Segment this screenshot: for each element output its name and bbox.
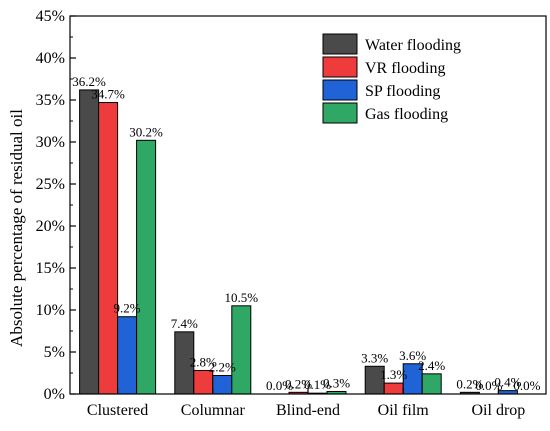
legend: Water flooding VR flooding SP flooding Gas … <box>322 33 461 124</box>
bar <box>117 316 138 395</box>
x-tick-label: Columnar <box>181 402 246 419</box>
x-tick-label: Oil film <box>378 402 430 419</box>
y-tick-label: 20% <box>36 218 65 235</box>
legend-swatch <box>322 56 358 78</box>
x-tick-label: Blind-end <box>276 402 340 419</box>
y-tick-label: 30% <box>36 134 65 151</box>
bar <box>383 382 404 395</box>
bar <box>79 89 100 395</box>
data-label: 0.0% <box>513 378 540 393</box>
data-label: 7.4% <box>171 316 198 331</box>
data-label: 0.2% <box>456 376 483 391</box>
bar <box>136 139 157 395</box>
legend-swatch <box>322 102 358 124</box>
bar <box>98 102 119 395</box>
data-label: 0.2% <box>285 376 312 391</box>
legend-swatch <box>322 33 358 55</box>
data-label: 36.2% <box>72 74 106 89</box>
x-tick-label: Clustered <box>87 402 148 419</box>
axes-layer: 0% 5% 10% 15% 20% 25% 30% 35% 40% 45% Clustered Col… <box>36 8 547 419</box>
y-tick-label: 0% <box>44 386 65 403</box>
data-label: 9.2% <box>114 301 141 316</box>
data-label: 10.5% <box>225 290 259 305</box>
x-tick-label: Oil drop <box>472 402 526 419</box>
legend-label: Water flooding <box>365 37 461 54</box>
legend-label: SP flooding <box>365 83 440 100</box>
data-label: 0.4% <box>494 375 521 390</box>
legend-label: VR flooding <box>365 60 445 77</box>
y-tick-label: 5% <box>44 344 65 361</box>
bar <box>212 375 233 395</box>
data-label: 1.3% <box>380 367 407 382</box>
data-label: 3.6% <box>399 348 426 363</box>
data-label: 2.2% <box>209 360 236 375</box>
data-label: 30.2% <box>129 124 163 139</box>
y-tick-label: 35% <box>36 92 65 109</box>
data-labels-layer: 36.2%34.7% 9.2% 30.2% 7.4% 2.8%2.2% 10.5% 0.0%… <box>72 74 540 393</box>
y-tick-label: 10% <box>36 302 65 319</box>
bars-layer <box>79 89 518 395</box>
data-label: 3.3% <box>361 350 388 365</box>
y-axis-title: Absolute percentage of residual oil <box>7 109 26 347</box>
legend-swatch <box>322 79 358 101</box>
data-label: 34.7% <box>91 87 125 102</box>
y-tick-label: 25% <box>36 176 65 193</box>
data-label: 2.8% <box>190 354 217 369</box>
data-label: 0.1% <box>304 377 331 392</box>
data-label: 2.4% <box>418 358 445 373</box>
y-tick-label: 45% <box>36 8 65 25</box>
data-label: 0.3% <box>323 375 350 390</box>
legend-label: Gas flooding <box>365 106 448 123</box>
bar <box>231 305 252 395</box>
data-label: 0.0% <box>475 378 502 393</box>
y-tick-label: 15% <box>36 260 65 277</box>
y-tick-label: 40% <box>36 50 65 67</box>
bar <box>421 373 442 395</box>
data-label: 0.0% <box>266 378 293 393</box>
